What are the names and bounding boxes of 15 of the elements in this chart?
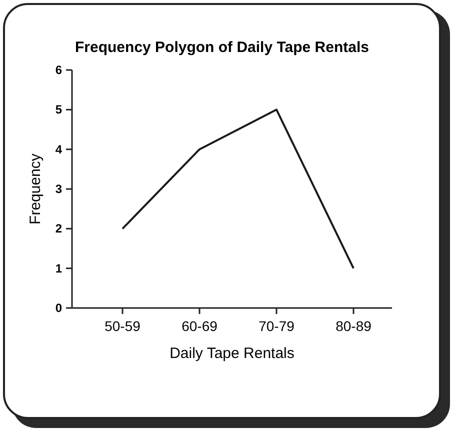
line-series	[122, 108, 354, 270]
y-tick-label: 3	[55, 182, 62, 196]
x-axis-title: Daily Tape Rentals	[170, 345, 294, 362]
y-tick-label: 4	[55, 142, 62, 156]
y-tick-label: 1	[55, 261, 62, 276]
x-tick-label: 50-59	[104, 318, 141, 334]
y-tick-label: 5	[55, 102, 62, 117]
y-axis-title: Frequency	[27, 153, 44, 224]
x-tick-label: 80-89	[336, 318, 372, 334]
y-tick-label: 2	[55, 222, 62, 236]
y-tick-label: 6	[55, 63, 62, 77]
chart-title: Frequency Polygon of Daily Tape Rentals	[75, 39, 369, 56]
x-tick-label: 60-69	[182, 318, 218, 334]
y-tick-label: 0	[55, 301, 62, 315]
x-tick-label: 70-79	[258, 318, 295, 334]
